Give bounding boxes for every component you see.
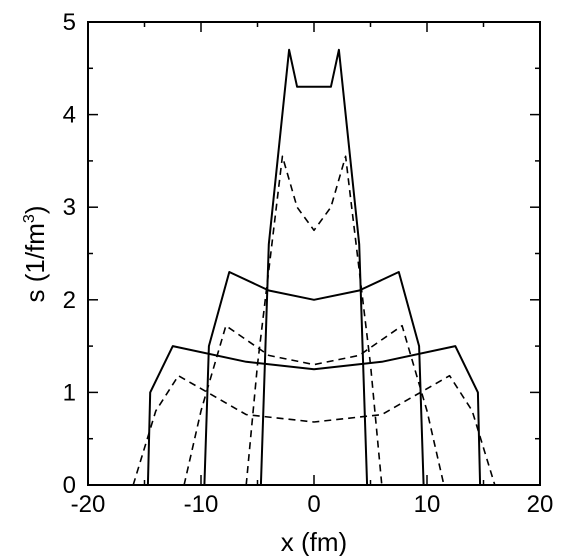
series-1-solid-line bbox=[259, 48, 369, 486]
series-group bbox=[132, 48, 496, 486]
y-axis-label-main: s (1/fm bbox=[20, 223, 50, 302]
y-tick-label: 4 bbox=[63, 102, 76, 129]
plot-area-border bbox=[87, 21, 541, 486]
y-tick-label: 0 bbox=[63, 472, 76, 499]
x-tick-label: -20 bbox=[71, 491, 106, 518]
x-tick-label: -10 bbox=[184, 491, 219, 518]
tick-labels: -20 -10 0 10 20 0 1 2 3 4 5 bbox=[63, 9, 554, 518]
y-tick-label: 3 bbox=[63, 194, 76, 221]
x-axis-label: x (fm) bbox=[281, 527, 347, 556]
series-3-solid-line bbox=[203, 271, 425, 486]
axis-ticks bbox=[87, 21, 541, 486]
series-6-dashed-line bbox=[132, 374, 496, 486]
y-tick-label: 1 bbox=[63, 379, 76, 406]
y-axis-label: s (1/fm3) bbox=[20, 205, 50, 302]
plot-frame bbox=[87, 21, 541, 486]
series-5-solid-line bbox=[146, 345, 482, 486]
series-4-dashed-line bbox=[183, 324, 445, 486]
y-tick-label: 2 bbox=[63, 287, 76, 314]
series-2-dashed-line bbox=[245, 155, 383, 486]
y-axis-label-superscript: 3 bbox=[21, 214, 38, 223]
y-axis-label-close: ) bbox=[20, 205, 50, 214]
x-tick-label: 10 bbox=[414, 491, 441, 518]
x-tick-label: 20 bbox=[527, 491, 554, 518]
x-tick-label: 0 bbox=[307, 491, 320, 518]
y-tick-label: 5 bbox=[63, 9, 76, 36]
